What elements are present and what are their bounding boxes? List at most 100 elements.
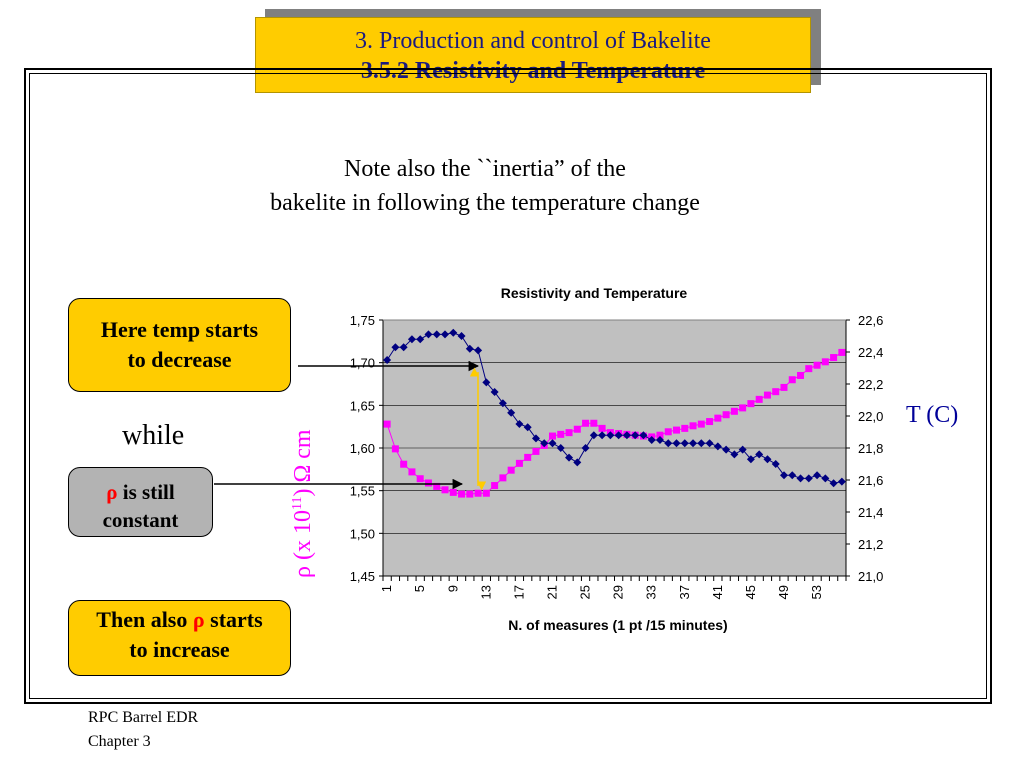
- note-text: Note also the ``inertia” of the bakelite…: [200, 152, 770, 220]
- temperature-point: [498, 399, 507, 408]
- temperature-point: [622, 431, 631, 440]
- note-line-1: Note also the ``inertia” of the: [344, 156, 626, 182]
- resistivity-point: [772, 388, 780, 396]
- temperature-point: [713, 442, 722, 451]
- x-tick-label: 25: [578, 585, 593, 599]
- x-tick-label: 49: [776, 585, 791, 599]
- y-tick-label: 1,70: [350, 356, 375, 371]
- temperature-point: [515, 420, 524, 428]
- resistivity-point: [458, 490, 466, 498]
- while-text: while: [122, 420, 185, 451]
- footer-line-2: Chapter 3: [88, 733, 151, 750]
- rho-symbol-2: ρ: [192, 607, 205, 632]
- resistivity-point: [433, 482, 441, 490]
- resistivity-point: [722, 411, 730, 419]
- temperature-axis-label: T (C): [906, 402, 959, 428]
- y2-tick-label: 21,8: [858, 441, 883, 456]
- resistivity-point: [466, 490, 474, 498]
- rho-still-text: is still: [117, 480, 175, 504]
- temperature-point: [490, 388, 499, 396]
- resistivity-point: [673, 426, 681, 434]
- resistivity-point: [548, 432, 556, 440]
- x-tick-label: 29: [611, 585, 626, 599]
- resistivity-point: [797, 371, 805, 379]
- temperature-point: [407, 335, 416, 344]
- temperature-point: [655, 436, 664, 444]
- temperature-point: [697, 439, 706, 448]
- y2-tick-label: 22,0: [858, 409, 883, 424]
- resistivity-point: [681, 424, 689, 432]
- resistivity-point: [730, 407, 738, 415]
- temperature-point: [730, 450, 739, 459]
- rho-symbol: ρ: [106, 480, 118, 504]
- temperature-point: [722, 445, 731, 454]
- y-tick-label: 1,55: [350, 484, 375, 499]
- x-tick-label: 45: [743, 585, 758, 599]
- y2-tick-label: 21,2: [858, 537, 883, 552]
- temperature-point: [548, 439, 557, 448]
- x-tick-label: 37: [677, 585, 692, 599]
- resistivity-point: [714, 414, 722, 422]
- resistivity-point: [383, 420, 391, 428]
- callout-temp-line-1: Here temp starts: [100, 317, 259, 342]
- note-line-2: bakelite in following the temperature ch…: [270, 190, 700, 216]
- temperature-point: [573, 458, 582, 467]
- x-tick-label: 41: [710, 585, 725, 599]
- x-tick-label: 13: [478, 585, 493, 599]
- temperature-point: [755, 450, 764, 459]
- resistivity-point: [557, 430, 565, 438]
- callout-rho-line-1: ρ is still: [69, 478, 212, 506]
- temperature-point: [507, 408, 516, 417]
- temperature-point: [763, 455, 772, 464]
- y2-tick-label: 22,6: [858, 313, 883, 328]
- temperature-point: [465, 344, 474, 353]
- footer: RPC Barrel EDR Chapter 3: [88, 706, 198, 754]
- y2-tick-label: 22,2: [858, 377, 883, 392]
- resistivity-point: [598, 424, 606, 432]
- resistivity-point: [491, 482, 499, 490]
- resistivity-point: [408, 468, 416, 476]
- y2-tick-label: 21,0: [858, 569, 883, 584]
- x-tick-label: 33: [644, 585, 659, 599]
- resistivity-point: [689, 422, 697, 430]
- temperature-point: [738, 445, 747, 454]
- x-tick-label: 53: [809, 585, 824, 599]
- temperature-point: [796, 474, 805, 483]
- frame-outer: [24, 68, 992, 704]
- x-tick-label: 5: [412, 585, 427, 592]
- resistivity-point: [706, 418, 714, 426]
- temperature-point: [680, 439, 689, 448]
- resistivity-point: [755, 395, 763, 403]
- axes: 1,45 1,50 1,55 1,60 1,65 1,70 1,75 21,0 21,2 21,4…: [350, 313, 884, 599]
- resistivity-point: [565, 429, 573, 437]
- y2-tick-label: 21,6: [858, 473, 883, 488]
- temperature-point: [771, 460, 780, 468]
- resistivity-point: [582, 419, 590, 427]
- resistivity-point: [507, 466, 515, 474]
- resistivity-point: [664, 428, 672, 436]
- slide-title: 3. Production and control of Bakelite 3.…: [255, 17, 811, 93]
- title-line-1: 3. Production and control of Bakelite: [355, 28, 711, 54]
- temperature-point: [664, 439, 673, 448]
- temperature-point: [689, 439, 698, 448]
- temperature-point: [424, 330, 433, 339]
- resistivity-point: [747, 400, 755, 408]
- x-tick-label: 1: [379, 585, 394, 592]
- resistivity-point: [499, 474, 507, 482]
- temperature-point: [531, 434, 540, 443]
- resistivity-point: [515, 459, 523, 467]
- temperature-point: [779, 471, 788, 480]
- resistivity-point: [416, 475, 424, 483]
- temperature-point: [804, 474, 813, 483]
- chart-title: Resistivity and Temperature: [501, 285, 688, 301]
- temperature-point: [540, 439, 549, 448]
- x-tick-label: 21: [544, 585, 559, 599]
- callout-temp-decrease: Here temp starts to decrease: [68, 298, 291, 392]
- temperature-point: [523, 423, 532, 432]
- temperature-point: [457, 332, 466, 340]
- y2-tick-label: 22,4: [858, 345, 883, 360]
- resistivity-point: [813, 361, 821, 369]
- callout-rho-increase: Then also ρ starts to increase: [68, 600, 291, 676]
- resistivity-point: [821, 358, 829, 366]
